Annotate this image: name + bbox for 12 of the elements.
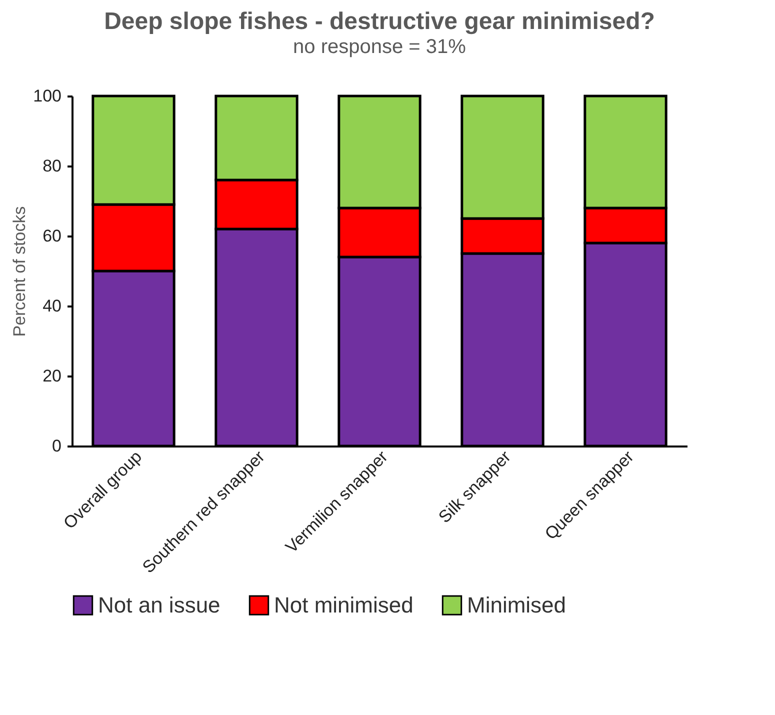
- y-tick-label: 80: [42, 156, 62, 176]
- y-tick-label: 100: [33, 86, 62, 106]
- y-tick-label: 20: [42, 366, 62, 386]
- legend-label: Not minimised: [274, 592, 414, 618]
- chart-title: Deep slope fishes - destructive gear minimised?: [104, 8, 655, 35]
- legend-label: Not an issue: [98, 592, 220, 618]
- y-axis-title: Percent of stocks: [10, 206, 30, 337]
- y-tick-label: 0: [52, 436, 62, 456]
- legend-label: Minimised: [467, 592, 566, 618]
- chart-subtitle: no response = 31%: [293, 36, 466, 58]
- y-tick-label: 60: [42, 226, 62, 246]
- y-tick-label: 40: [42, 296, 62, 316]
